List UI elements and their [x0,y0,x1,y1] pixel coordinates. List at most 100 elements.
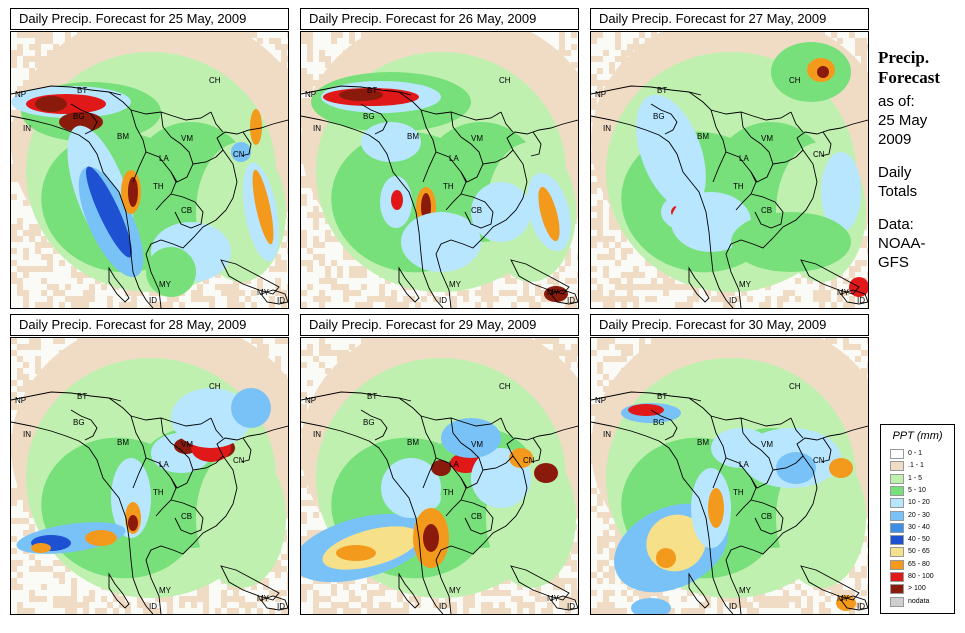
country-label-in: IN [23,430,31,439]
legend-swatch [890,510,904,521]
rain-cell [381,458,441,518]
rain-cell [391,190,403,210]
country-label-cn: CN [233,456,245,465]
panel-title-1: Daily Precip. Forecast for 25 May, 2009 [10,8,289,30]
precip-map-27-may: NP BT BG IN BM CH VM LA TH CB MY ID MY ID CN [590,31,869,309]
country-label-id2: ID [567,296,575,305]
legend-label: 5 - 10 [908,486,926,494]
rain-cell [35,96,67,112]
rain-cell [336,545,376,561]
country-label-my: MY [739,586,751,595]
rain-cell [628,404,664,416]
panel-title-5: Daily Precip. Forecast for 29 May, 2009 [300,314,579,336]
legend-swatch [890,522,904,533]
country-label-cn: CN [523,456,535,465]
country-label-vm: VM [181,134,193,143]
rain-cell [250,109,262,145]
legend-swatch [890,449,904,459]
precip-map-29-may: NP BT BG IN BM CH VM LA TH CB MY ID MY ID CN [300,337,579,615]
panel-title-3: Daily Precip. Forecast for 27 May, 2009 [590,8,869,30]
country-label-vm: VM [471,440,483,449]
country-label-vm: VM [471,134,483,143]
legend-swatch [890,473,904,484]
country-label-bm: BM [697,132,709,141]
country-label-id2: ID [857,602,865,611]
country-label-cn: CN [233,150,245,159]
country-label-bt: BT [77,86,88,95]
country-label-vm: VM [181,440,193,449]
rain-cell [656,548,676,568]
country-label-np: NP [15,90,27,99]
legend-swatch [890,596,904,607]
rain-cell [86,166,132,258]
country-borders [301,391,578,614]
country-label-my: MY [739,280,751,289]
country-label-th: TH [443,488,454,497]
country-label-ch: CH [209,382,221,391]
legend-swatch [890,535,904,546]
country-label-my: MY [159,586,171,595]
country-label-in: IN [23,124,31,133]
country-label-cb: CB [181,512,193,521]
country-label-in: IN [313,124,321,133]
sidebar-data-line1: NOAA- [878,235,926,252]
country-label-my2: MY [837,594,849,603]
country-label-my2: MY [547,288,559,297]
country-label-id: ID [149,296,157,305]
country-label-np: NP [305,90,317,99]
rain-cell [441,418,501,458]
country-label-ch: CH [499,382,511,391]
rain-cell [829,458,853,478]
legend-label: 1 - 5 [908,474,923,482]
rain-cell [776,452,816,484]
rain-cell [196,448,286,588]
legend-label: 40 - 50 [908,536,930,544]
country-label-bt: BT [657,86,668,95]
country-label-in: IN [313,430,321,439]
country-label-ch: CH [789,76,801,85]
rain-cell [146,247,196,297]
country-label-bm: BM [697,438,709,447]
country-label-my: MY [449,586,461,595]
legend-label: 10 - 20 [908,499,930,507]
country-label-np: NP [305,396,317,405]
country-label-bm: BM [117,132,129,141]
legend-label: .1 - 1 [908,462,924,470]
country-label-vm: VM [761,134,773,143]
country-label-bg: BG [653,418,665,427]
country-label-cb: CB [471,512,483,521]
precip-map-canvas [591,32,868,308]
rain-cell [423,524,439,552]
country-label-cb: CB [761,206,773,215]
sidebar-daily-line2: Totals [878,183,918,200]
legend-label: 50 - 65 [908,548,930,556]
rain-cell [85,530,117,546]
country-label-ch: CH [209,76,221,85]
rain-cell [252,169,274,245]
country-label-id2: ID [277,602,285,611]
panel-title-6: Daily Precip. Forecast for 30 May, 2009 [590,314,869,336]
country-label-my2: MY [547,594,559,603]
precip-map-28-may: NP BT BG IN BM CH VM LA TH CB MY ID MY ID CN [10,337,289,615]
rain-cell [31,543,51,553]
country-label-la: LA [159,460,169,469]
sidebar-date-line2: 2009 [878,131,912,148]
country-label-vm: VM [761,440,773,449]
country-label-np: NP [595,396,607,405]
rain-cell [231,388,271,428]
rain-cell [636,94,706,210]
sidebar-asof: as of: [878,93,915,110]
country-label-th: TH [733,182,744,191]
legend-title: PPT (mm) [892,430,943,442]
legend-label: 20 - 30 [908,511,930,519]
country-label-bm: BM [407,438,419,447]
country-label-np: NP [15,396,27,405]
sidebar-data-label: Data: [878,216,914,233]
legend-swatch [890,485,904,496]
country-label-th: TH [443,182,454,191]
country-label-in: IN [603,430,611,439]
country-label-bm: BM [407,132,419,141]
country-label-my: MY [449,280,461,289]
precip-map-canvas [11,338,288,614]
country-label-my2: MY [257,288,269,297]
